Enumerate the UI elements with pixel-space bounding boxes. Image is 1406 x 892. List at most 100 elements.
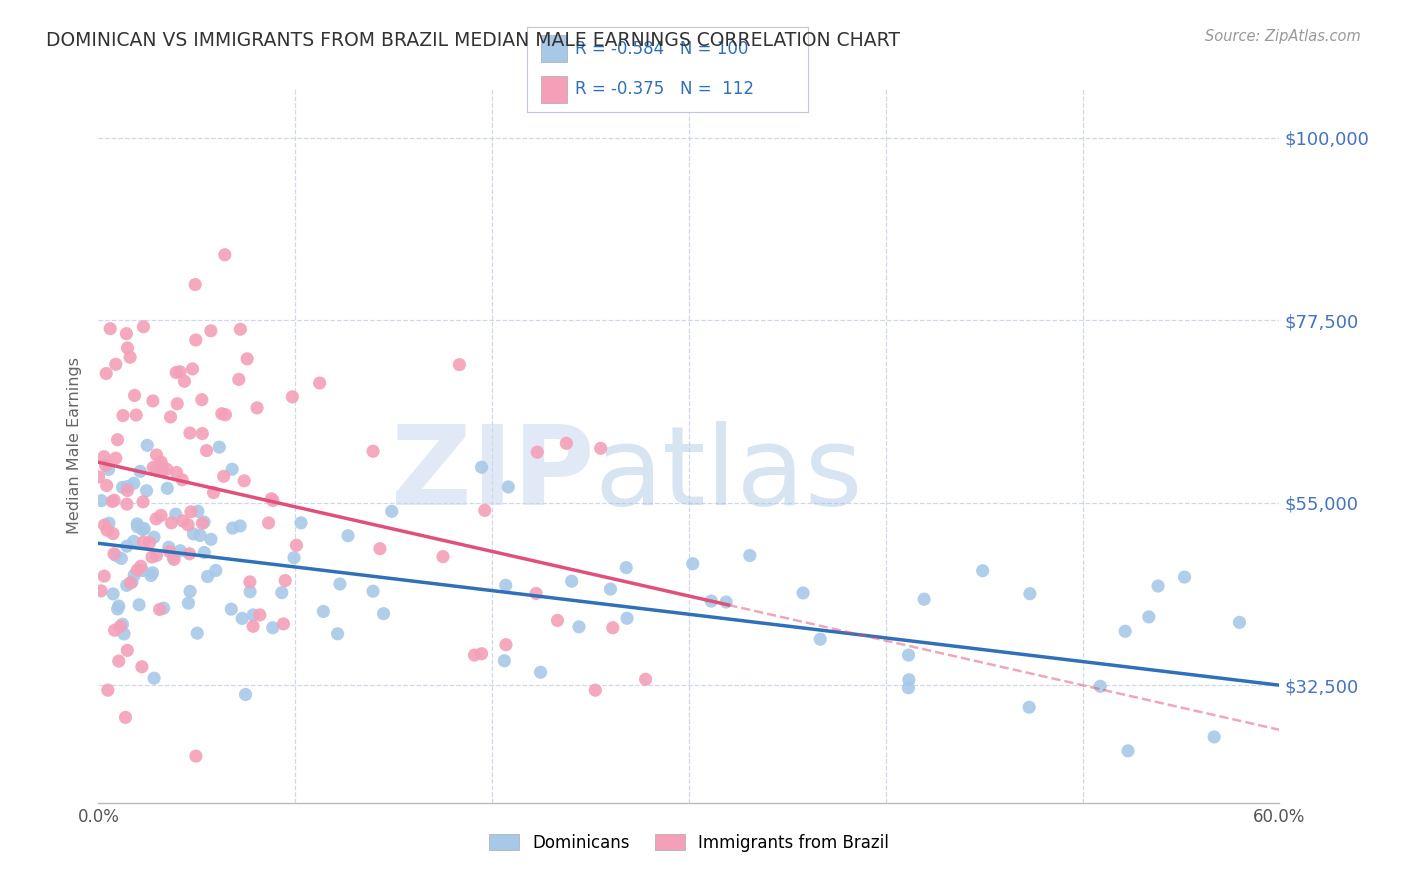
Immigrants from Brazil [589, 442, 612, 456]
Immigrants from Brazil [260, 491, 283, 506]
Immigrants from Brazil [236, 351, 259, 366]
Immigrants from Brazil [114, 710, 136, 724]
Dominicans [262, 621, 284, 635]
Dominicans [329, 577, 352, 591]
Immigrants from Brazil [308, 376, 330, 390]
Dominicans [122, 534, 145, 549]
Dominicans [599, 582, 621, 596]
Dominicans [98, 516, 121, 531]
Immigrants from Brazil [257, 516, 280, 530]
Dominicans [187, 504, 209, 518]
Dominicans [498, 480, 520, 494]
Immigrants from Brazil [97, 683, 120, 698]
Dominicans [1090, 679, 1112, 693]
Text: R = -0.584   N = 100: R = -0.584 N = 100 [575, 40, 748, 58]
Dominicans [682, 557, 704, 571]
FancyBboxPatch shape [541, 36, 567, 62]
Immigrants from Brazil [281, 390, 304, 404]
Dominicans [714, 595, 737, 609]
Dominicans [97, 462, 120, 476]
Immigrants from Brazil [145, 448, 167, 462]
Immigrants from Brazil [125, 408, 148, 422]
Y-axis label: Median Male Earnings: Median Male Earnings [67, 358, 83, 534]
Text: Source: ZipAtlas.com: Source: ZipAtlas.com [1205, 29, 1361, 44]
Dominicans [129, 464, 152, 478]
Text: ZIP: ZIP [391, 421, 595, 528]
Dominicans [112, 627, 135, 641]
Immigrants from Brazil [463, 648, 485, 662]
Immigrants from Brazil [368, 541, 391, 556]
Dominicans [127, 516, 149, 531]
Dominicans [134, 522, 156, 536]
Dominicans [107, 602, 129, 616]
Immigrants from Brazil [184, 277, 207, 292]
Dominicans [381, 504, 404, 518]
Dominicans [1137, 610, 1160, 624]
Immigrants from Brazil [110, 619, 132, 633]
Immigrants from Brazil [262, 493, 284, 508]
Immigrants from Brazil [141, 549, 163, 564]
Immigrants from Brazil [211, 407, 233, 421]
Dominicans [165, 508, 187, 522]
Immigrants from Brazil [156, 462, 179, 476]
Immigrants from Brazil [239, 574, 262, 589]
Immigrants from Brazil [524, 586, 547, 600]
Immigrants from Brazil [285, 538, 308, 552]
Immigrants from Brazil [132, 495, 155, 509]
Dominicans [1229, 615, 1251, 630]
Immigrants from Brazil [138, 535, 160, 549]
Immigrants from Brazil [180, 505, 202, 519]
Immigrants from Brazil [172, 473, 194, 487]
Immigrants from Brazil [177, 517, 200, 532]
Immigrants from Brazil [93, 569, 115, 583]
Immigrants from Brazil [212, 469, 235, 483]
Immigrants from Brazil [124, 388, 146, 402]
Dominicans [188, 528, 211, 542]
Dominicans [221, 462, 243, 476]
Dominicans [738, 549, 761, 563]
Immigrants from Brazil [107, 433, 129, 447]
Dominicans [128, 598, 150, 612]
Immigrants from Brazil [495, 638, 517, 652]
Immigrants from Brazil [117, 341, 139, 355]
Immigrants from Brazil [104, 357, 127, 371]
Immigrants from Brazil [90, 583, 112, 598]
Immigrants from Brazil [120, 575, 142, 590]
Immigrants from Brazil [142, 393, 165, 408]
Immigrants from Brazil [172, 514, 194, 528]
Dominicans [897, 673, 920, 687]
Dominicans [912, 592, 935, 607]
Immigrants from Brazil [101, 494, 124, 508]
Immigrants from Brazil [181, 362, 204, 376]
Dominicans [290, 516, 312, 530]
Immigrants from Brazil [179, 547, 201, 561]
Immigrants from Brazil [432, 549, 454, 564]
Dominicans [700, 594, 723, 608]
Dominicans [1114, 624, 1136, 639]
Immigrants from Brazil [246, 401, 269, 415]
Immigrants from Brazil [150, 464, 173, 478]
Immigrants from Brazil [145, 549, 167, 563]
Dominicans [139, 568, 162, 582]
Dominicans [1018, 700, 1040, 714]
Immigrants from Brazil [150, 455, 173, 469]
Dominicans [219, 602, 242, 616]
Dominicans [283, 550, 305, 565]
Immigrants from Brazil [115, 497, 138, 511]
Immigrants from Brazil [103, 624, 125, 638]
Immigrants from Brazil [117, 483, 139, 498]
Immigrants from Brazil [249, 607, 271, 622]
Dominicans [111, 480, 134, 494]
Dominicans [193, 545, 215, 559]
Dominicans [972, 564, 994, 578]
Dominicans [90, 493, 112, 508]
Dominicans [107, 599, 129, 613]
Immigrants from Brazil [184, 749, 207, 764]
Dominicans [239, 584, 262, 599]
Dominicans [361, 584, 384, 599]
Dominicans [614, 560, 637, 574]
Immigrants from Brazil [214, 248, 236, 262]
Dominicans [471, 460, 494, 475]
Dominicans [115, 539, 138, 553]
Dominicans [242, 607, 264, 622]
